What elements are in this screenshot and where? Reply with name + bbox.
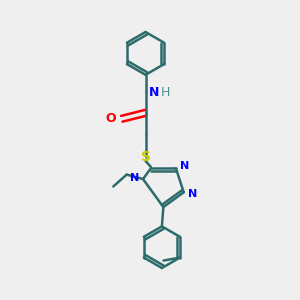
Text: H: H — [161, 85, 170, 98]
Text: O: O — [106, 112, 116, 125]
Text: S: S — [140, 149, 151, 164]
Text: N: N — [180, 161, 189, 171]
Text: N: N — [149, 85, 160, 98]
Text: N: N — [188, 189, 197, 199]
Text: N: N — [130, 172, 139, 183]
